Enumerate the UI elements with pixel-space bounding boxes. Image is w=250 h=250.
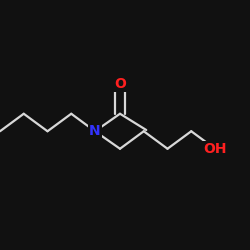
Text: OH: OH <box>203 142 227 156</box>
Text: O: O <box>114 77 126 91</box>
Text: N: N <box>89 124 101 138</box>
